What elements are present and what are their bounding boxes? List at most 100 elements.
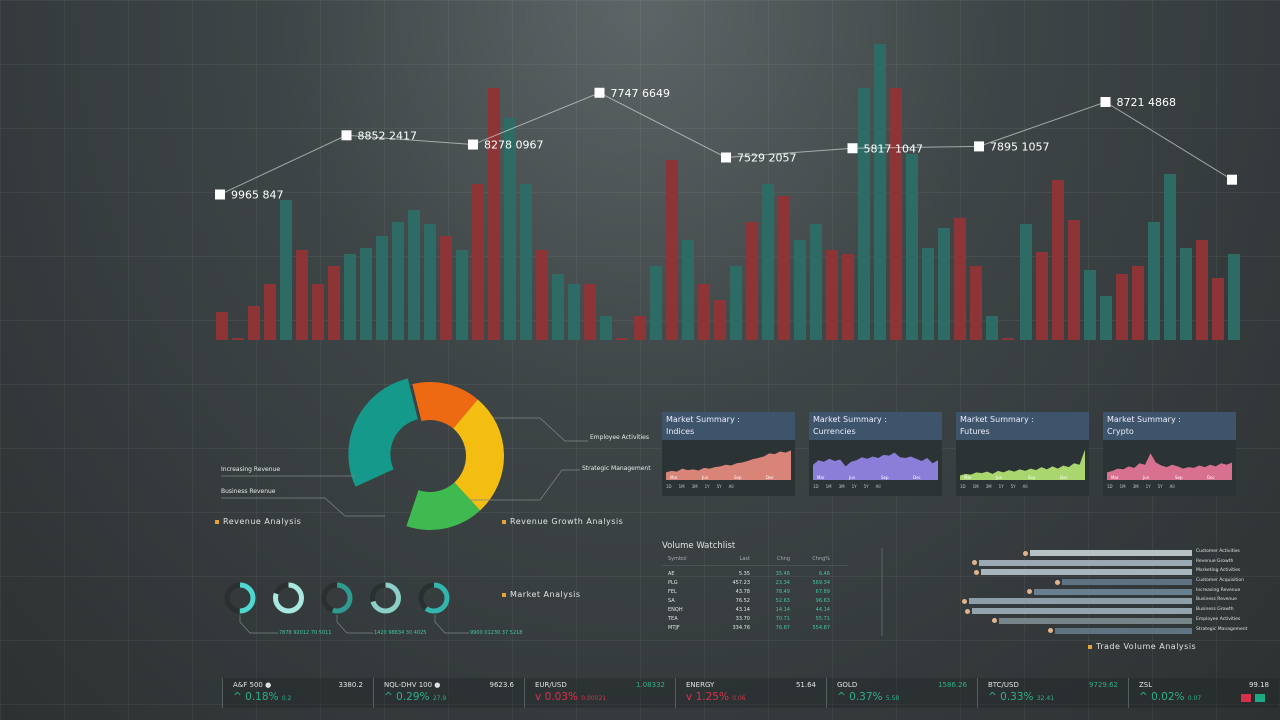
timeframe-1Y[interactable]: 1Y — [851, 484, 857, 489]
trend-line — [219, 92, 1233, 195]
timeframe-5Y[interactable]: 5Y — [1010, 484, 1016, 489]
ticker-name: GOLD — [837, 681, 858, 689]
bar-label: Customer Activities — [1196, 549, 1240, 554]
ticker-value: 1.08332 — [636, 681, 665, 689]
ticker-item[interactable]: BTC/USD 9729.62 ^ 0.33% 32.41 — [977, 678, 1128, 708]
progress-ring — [321, 582, 353, 614]
line-point — [594, 87, 605, 98]
symbol: MTJF — [668, 625, 680, 631]
timeframe-3M[interactable]: 3M — [838, 484, 845, 489]
section-title: Market Analysis — [502, 590, 581, 599]
ring-label-3: 9900 01230 37 5218 — [470, 630, 523, 636]
watchlist-row[interactable]: FEL 43.78 78.49 67.89 — [662, 588, 848, 597]
x-tick: Dec — [913, 475, 921, 480]
timeframe-1M[interactable]: 1M — [825, 484, 832, 489]
bar — [392, 222, 404, 340]
timeframe-1Y[interactable]: 1Y — [704, 484, 710, 489]
timeframe-All[interactable]: All — [875, 484, 881, 489]
timeframe-3M[interactable]: 3M — [985, 484, 992, 489]
ticker-chg: 27.9 — [432, 695, 447, 702]
timeframe-All[interactable]: All — [1022, 484, 1028, 489]
x-tick: Mar — [670, 475, 678, 480]
timeframe-1M[interactable]: 1M — [972, 484, 979, 489]
bar — [1020, 224, 1032, 340]
volume-bar — [969, 598, 1192, 605]
revenue-analysis: Revenue Analysis — [215, 517, 301, 526]
watchlist-row[interactable]: MTJF 334.76 76.87 554.87 — [662, 624, 848, 633]
ticker-item[interactable]: EUR/USD 1.08332 v 0.03% 0.00021 — [524, 678, 675, 708]
ticker-pct: 0.29% — [396, 691, 430, 703]
timeframe-1M[interactable]: 1M — [678, 484, 685, 489]
timeframe-1Y[interactable]: 1Y — [998, 484, 1004, 489]
revenue-growth-analysis: Revenue Growth Analysis — [502, 517, 623, 526]
bar-label: Strategic Management — [1196, 626, 1248, 632]
chng: 35.46 — [775, 571, 790, 577]
watchlist-row[interactable]: AE 5.35 35.46 6.46 — [662, 570, 848, 579]
bar — [938, 228, 950, 340]
timeframe-3M[interactable]: 3M — [1132, 484, 1139, 489]
trade-volume-row: Increasing Revenue — [960, 587, 1250, 597]
panel-subtitle: Futures — [960, 427, 990, 436]
x-tick: Dec — [1060, 475, 1068, 480]
symbol: PLG — [668, 580, 678, 586]
timeframe-3M[interactable]: 3M — [691, 484, 698, 489]
ticker-chg: 0.2 — [281, 695, 292, 702]
timeframe-1Y[interactable]: 1Y — [1145, 484, 1151, 489]
watchlist-row[interactable]: TEA 33.70 70.71 55.71 — [662, 615, 848, 624]
caret-up-icon: ^ — [837, 691, 846, 703]
ticker-item[interactable]: NQL-DHV 100 ● 9623.6 ^ 0.29% 27.9 — [373, 678, 524, 708]
col-chngpct: Chng% — [812, 555, 830, 562]
watchlist-row[interactable]: SA 76.52 52.63 96.63 — [662, 597, 848, 606]
col-last: Last — [739, 555, 750, 562]
timeframe-5Y[interactable]: 5Y — [716, 484, 722, 489]
panel-header: Market Summary : Crypto — [1103, 412, 1236, 440]
bar — [424, 224, 436, 340]
timeframe-All[interactable]: All — [728, 484, 734, 489]
symbol: ENQH — [668, 607, 683, 613]
timeframe-5Y[interactable]: 5Y — [863, 484, 869, 489]
timeframe-All[interactable]: All — [1169, 484, 1175, 489]
timeframe-1D[interactable]: 1D — [1107, 484, 1113, 489]
bar — [248, 306, 260, 340]
green-square-icon[interactable] — [1255, 694, 1265, 702]
bar — [1068, 220, 1080, 340]
bar — [922, 248, 934, 340]
bar — [1002, 338, 1014, 340]
panel-subtitle: Indices — [666, 427, 695, 436]
timeframe-selector: 1D 1M 3M 1Y 5Y All — [1103, 482, 1236, 491]
ticker-chg: 0.07 — [1187, 695, 1202, 702]
point-label: 5817 1047 — [864, 142, 924, 155]
timeframe-1D[interactable]: 1D — [666, 484, 672, 489]
watchlist-row[interactable]: ENQH 43.14 14.14 44.14 — [662, 606, 848, 615]
timeframe-1D[interactable]: 1D — [813, 484, 819, 489]
ticker-item[interactable]: GOLD 1586.26 ^ 0.37% 5.58 — [826, 678, 977, 708]
trade-volume-row: Employee Activities — [960, 616, 1250, 626]
timeframe-1D[interactable]: 1D — [960, 484, 966, 489]
bar — [536, 250, 548, 340]
ring-label-2: 1420 98834 30 4025 — [374, 630, 427, 636]
ticker-item[interactable]: ENERGY 51.64 v 1.25% 0.06 — [675, 678, 826, 708]
ticker-change: ^ 0.18% 0.2 — [233, 691, 363, 703]
symbol: AE — [668, 571, 675, 577]
leader-line — [221, 497, 385, 517]
panel-title: Market Summary : — [666, 415, 740, 424]
ticker-item[interactable]: ZSL 99.18 ^ 0.02% 0.07 — [1128, 678, 1279, 708]
ticker-pct: 0.03% — [544, 691, 578, 703]
bar-marker — [1048, 628, 1054, 633]
ticker-pct: 0.02% — [1151, 691, 1185, 703]
x-tick: Sep — [1175, 475, 1183, 480]
x-tick: Jun — [701, 475, 709, 480]
bar — [1148, 222, 1160, 340]
ticker-pct: 1.25% — [695, 691, 729, 703]
section-title: Revenue Growth Analysis — [502, 517, 623, 526]
bar-marker — [971, 560, 977, 566]
area — [813, 452, 938, 480]
timeframe-1M[interactable]: 1M — [1119, 484, 1126, 489]
red-square-icon[interactable] — [1241, 694, 1251, 702]
chng-pct: 569.34 — [812, 580, 831, 586]
ticker-item[interactable]: A&F 500 ● 3380.2 ^ 0.18% 0.2 — [222, 678, 373, 708]
bar-marker — [1055, 579, 1061, 585]
watchlist-row[interactable]: PLG 457.23 23.34 569.34 — [662, 579, 848, 588]
last: 334.76 — [732, 625, 751, 631]
timeframe-5Y[interactable]: 5Y — [1157, 484, 1163, 489]
